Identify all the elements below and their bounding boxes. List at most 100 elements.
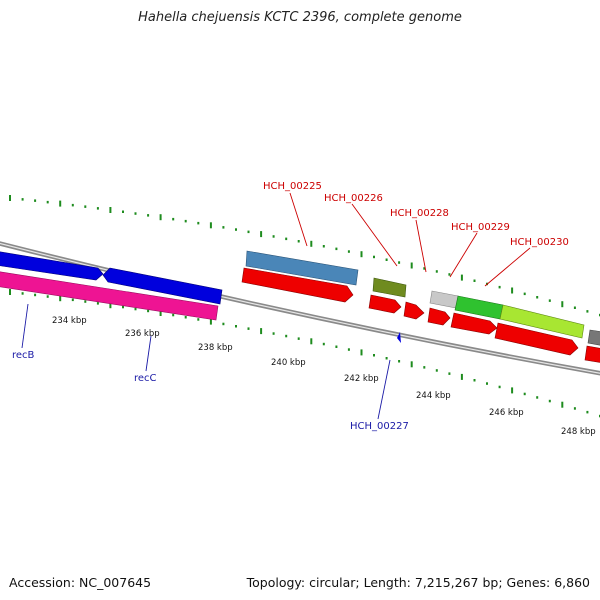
outer-ring-minor-tick: [398, 261, 401, 264]
outer-ring-minor-tick: [285, 237, 288, 241]
gene-block-lime[interactable]: [499, 304, 585, 339]
tick-label-244: 244 kbp: [416, 391, 451, 401]
cds-arrow-6[interactable]: [584, 345, 600, 364]
outer-ring-major-tick: [460, 274, 463, 281]
outer-ring-minor-tick: [335, 247, 338, 251]
outer-ring-minor-tick: [235, 228, 237, 231]
gene-label-hch-00229[interactable]: HCH_00229: [451, 222, 510, 233]
inner-ring-minor-tick: [272, 332, 275, 335]
outer-ring-minor-tick: [147, 214, 150, 217]
outer-ring-major-tick: [209, 222, 212, 229]
inner-ring-minor-tick: [347, 348, 350, 351]
outer-ring-minor-tick: [523, 292, 526, 296]
outer-ring-minor-tick: [322, 245, 325, 248]
outer-ring-minor-tick: [84, 205, 87, 208]
outer-ring-minor-tick: [347, 250, 350, 253]
inner-ring-minor-tick: [247, 327, 250, 330]
gene-block-steelblue[interactable]: [245, 250, 359, 286]
inner-ring-minor-tick: [322, 342, 325, 346]
inner-ring-major-tick: [159, 310, 162, 316]
cds-arrow-1[interactable]: [368, 294, 402, 314]
inner-ring-minor-tick: [573, 407, 576, 410]
gene-block-darkgray[interactable]: [587, 329, 600, 347]
inner-ring-major-tick: [561, 401, 564, 408]
inner-ring-minor-tick: [486, 382, 488, 385]
gene-label-hch-00227[interactable]: HCH_00227: [350, 421, 409, 432]
recc-gene-arrow[interactable]: [102, 267, 223, 305]
inner-ring-minor-tick: [435, 369, 438, 372]
outer-ring-minor-tick: [96, 207, 99, 210]
inner-ring-minor-tick: [134, 307, 137, 311]
cds-arrow-hch-00225[interactable]: [241, 267, 354, 303]
gene-label-hch-00230[interactable]: HCH_00230: [510, 237, 569, 248]
inner-ring-minor-tick: [122, 305, 124, 309]
outer-ring-minor-tick: [34, 199, 37, 202]
inner-ring-minor-tick: [335, 345, 338, 348]
outer-ring-minor-tick: [46, 200, 49, 204]
inner-ring-minor-tick: [235, 325, 237, 328]
gene-label-hch-00226[interactable]: HCH_00226: [324, 193, 383, 204]
cds-arrow-4[interactable]: [450, 312, 498, 335]
inner-ring-major-tick: [410, 361, 413, 368]
inner-ring-minor-tick: [34, 293, 37, 297]
inner-ring-minor-tick: [184, 316, 187, 319]
inner-ring-major-tick: [360, 349, 363, 356]
outer-ring-major-tick: [310, 240, 313, 247]
hch-00227-marker[interactable]: [397, 332, 401, 343]
cds-arrow-2[interactable]: [403, 301, 425, 320]
outer-ring-major-tick: [109, 207, 112, 213]
outer-ring-minor-tick: [435, 270, 438, 273]
inner-ring-major-tick: [59, 295, 62, 302]
inner-ring-minor-tick: [84, 300, 87, 303]
tick-label-248: 248 kbp: [561, 427, 596, 437]
recb-gene-arrow[interactable]: [0, 251, 104, 281]
gene-block-lightgray[interactable]: [429, 290, 459, 309]
cds-arrow-5[interactable]: [494, 322, 579, 356]
gene-label-hch-00228[interactable]: HCH_00228: [390, 208, 449, 219]
outer-ring-major-tick: [410, 262, 413, 269]
tick-label-246: 246 kbp: [489, 408, 524, 418]
inner-ring-major-tick: [9, 289, 11, 295]
outer-ring-minor-tick: [222, 226, 225, 229]
outer-ring-minor-tick: [71, 203, 74, 207]
leader-line-hch-00227: [377, 359, 391, 420]
tick-label-234: 234 kbp: [52, 316, 87, 326]
outer-ring-minor-tick: [373, 255, 375, 259]
gene-label-recc[interactable]: recC: [134, 373, 157, 384]
outer-ring-minor-tick: [297, 240, 300, 243]
inner-ring-minor-tick: [498, 385, 501, 389]
inner-ring-minor-tick: [147, 309, 150, 313]
outer-ring-major-tick: [59, 200, 62, 207]
cds-arrow-3[interactable]: [427, 307, 451, 326]
outer-ring-minor-tick: [473, 279, 476, 282]
outer-ring-minor-tick: [272, 235, 275, 238]
outer-ring-minor-tick: [172, 217, 175, 221]
outer-ring-major-tick: [159, 214, 162, 221]
inner-ring-minor-tick: [385, 357, 388, 360]
map-title: Hahella chejuensis KCTC 2396, complete g…: [138, 10, 462, 25]
leader-line-recb: [21, 303, 29, 349]
outer-ring-minor-tick: [498, 285, 501, 289]
leader-line-hch-00229: [449, 232, 478, 278]
outer-ring-minor-tick: [247, 230, 250, 234]
inner-ring-minor-tick: [71, 298, 74, 302]
outer-ring-minor-tick: [423, 267, 426, 270]
inner-ring-minor-tick: [586, 410, 589, 414]
leader-line-hch-00228: [415, 219, 427, 273]
gene-label-recb[interactable]: recB: [12, 350, 35, 361]
leader-line-hch-00230: [484, 247, 531, 287]
outer-ring-minor-tick: [586, 310, 589, 313]
gene-block-olive[interactable]: [372, 277, 407, 298]
inner-ring-minor-tick: [373, 354, 375, 357]
gene-label-hch-00225[interactable]: HCH_00225: [263, 181, 322, 192]
inner-ring-minor-tick: [523, 392, 526, 396]
tick-label-238: 238 kbp: [198, 343, 233, 353]
leader-line-hch-00225: [289, 192, 308, 247]
inner-tick-ring: [9, 289, 600, 418]
inner-ring-major-tick: [260, 328, 263, 335]
inner-ring-minor-tick: [222, 322, 225, 326]
tick-label-242: 242 kbp: [344, 374, 379, 384]
outer-ring-minor-tick: [548, 299, 551, 302]
